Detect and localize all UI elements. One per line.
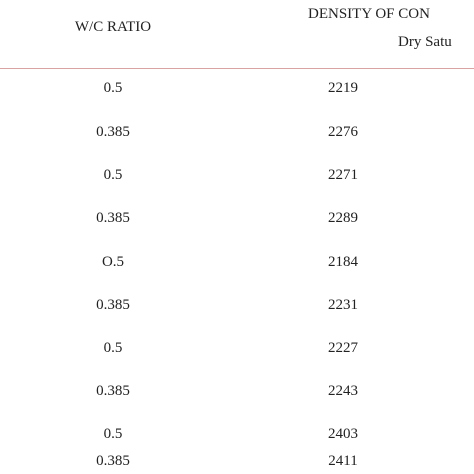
density-cell: 2184 <box>328 254 358 270</box>
density-cell: 2276 <box>328 124 358 140</box>
density-cell: 2243 <box>328 383 358 399</box>
density-cell: 2271 <box>328 167 358 183</box>
wc-ratio-cell: 0.5 <box>103 340 123 356</box>
wc-ratio-cell: 0.5 <box>103 426 123 442</box>
wc-ratio-cell: 0.385 <box>96 124 130 140</box>
header-condition: Dry Satu <box>398 34 452 50</box>
header-ratio: W/C RATIO <box>74 19 152 35</box>
header-rule <box>0 68 474 69</box>
density-cell: 2231 <box>328 297 358 313</box>
density-cell: 2289 <box>328 210 358 226</box>
wc-ratio-cell: 0.5 <box>103 80 123 96</box>
wc-ratio-cell: 0.385 <box>96 453 130 469</box>
density-cell: 2411 <box>328 453 358 469</box>
wc-ratio-cell: 0.385 <box>96 297 130 313</box>
wc-ratio-cell: 0.385 <box>96 383 130 399</box>
header-density: DENSITY OF CON <box>308 6 430 22</box>
wc-ratio-cell: 0.385 <box>96 210 130 226</box>
density-cell: 2219 <box>328 80 358 96</box>
wc-ratio-cell: 0.5 <box>103 167 123 183</box>
wc-ratio-cell: O.5 <box>101 254 125 270</box>
density-cell: 2227 <box>328 340 358 356</box>
density-cell: 2403 <box>328 426 358 442</box>
